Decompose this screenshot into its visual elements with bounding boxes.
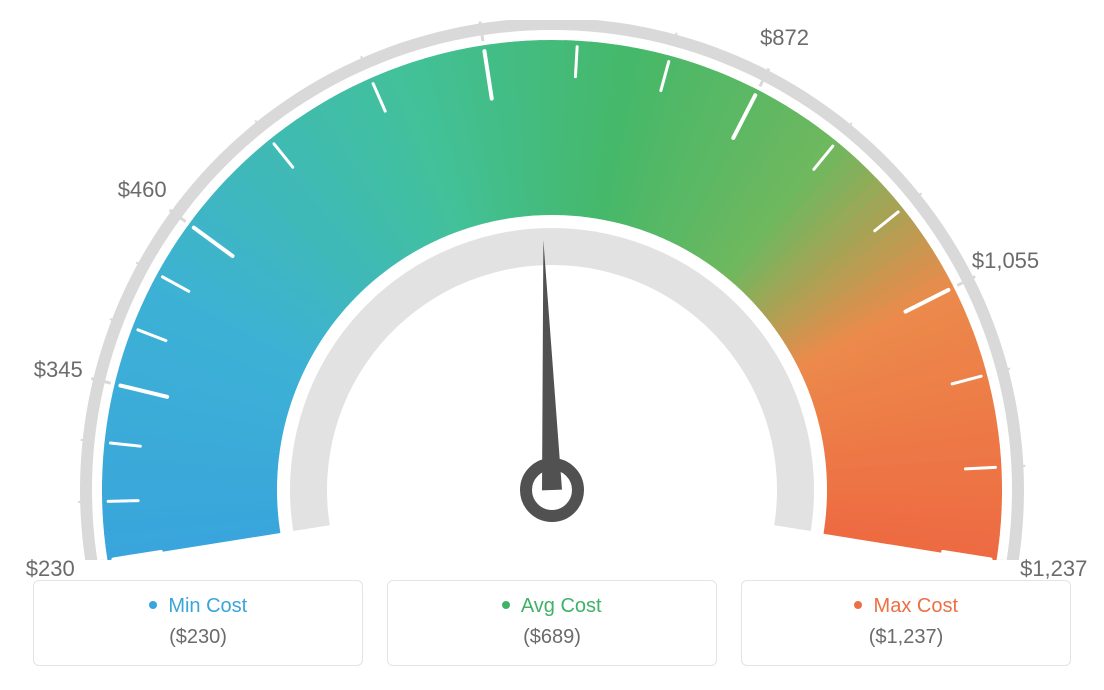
gauge-chart: $230$345$460$689$872$1,055$1,237 <box>20 20 1084 560</box>
gauge-svg <box>20 20 1084 560</box>
legend-card-avg: Avg Cost ($689) <box>387 580 717 666</box>
legend-title-max: Max Cost <box>742 595 1070 618</box>
dot-icon <box>502 601 510 609</box>
legend-label: Min Cost <box>168 595 247 617</box>
gauge-tick-label: $460 <box>118 177 167 203</box>
legend-value-avg: ($689) <box>388 626 716 649</box>
legend-row: Min Cost ($230) Avg Cost ($689) Max Cost… <box>20 580 1084 666</box>
gauge-tick-label: $345 <box>34 357 83 383</box>
gauge-tick-label: $872 <box>760 25 809 51</box>
gauge-tick-label: $1,237 <box>1020 556 1087 582</box>
legend-card-min: Min Cost ($230) <box>33 580 363 666</box>
gauge-tick-label: $689 <box>450 0 499 1</box>
gauge-tick-label: $1,055 <box>972 248 1039 274</box>
legend-label: Avg Cost <box>521 595 602 617</box>
legend-value-max: ($1,237) <box>742 626 1070 649</box>
legend-label: Max Cost <box>874 595 958 617</box>
legend-title-avg: Avg Cost <box>388 595 716 618</box>
gauge-tick-label: $230 <box>26 556 75 582</box>
dot-icon <box>149 601 157 609</box>
legend-value-min: ($230) <box>34 626 362 649</box>
legend-card-max: Max Cost ($1,237) <box>741 580 1071 666</box>
dot-icon <box>854 601 862 609</box>
legend-title-min: Min Cost <box>34 595 362 618</box>
